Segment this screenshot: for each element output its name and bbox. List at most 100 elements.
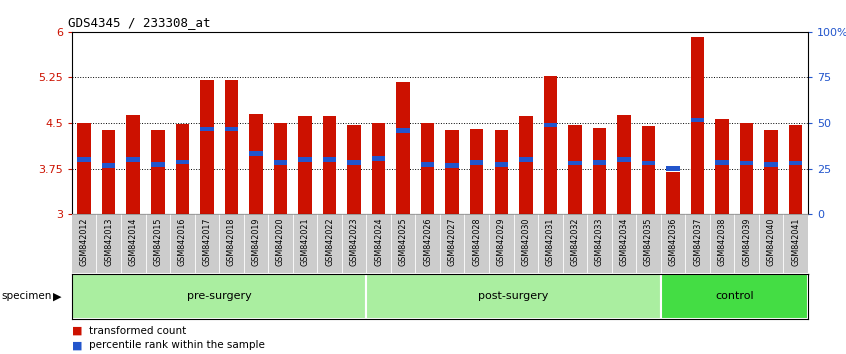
Bar	[593, 128, 606, 214]
Bar	[397, 128, 409, 133]
Bar	[78, 123, 91, 214]
Text: GSM842018: GSM842018	[227, 217, 236, 266]
Text: specimen: specimen	[2, 291, 52, 302]
Text: GSM842013: GSM842013	[104, 217, 113, 266]
Text: GSM842024: GSM842024	[374, 217, 383, 266]
Bar	[421, 123, 434, 214]
Bar	[299, 116, 311, 214]
Bar	[151, 162, 164, 167]
Bar	[102, 163, 115, 168]
Bar	[789, 161, 802, 165]
Text: GSM842022: GSM842022	[325, 217, 334, 266]
Bar	[348, 160, 360, 165]
Bar	[250, 151, 262, 156]
Text: pre-surgery: pre-surgery	[187, 291, 251, 302]
Text: percentile rank within the sample: percentile rank within the sample	[89, 340, 265, 350]
Text: GSM842039: GSM842039	[742, 217, 751, 266]
Text: GDS4345 / 233308_at: GDS4345 / 233308_at	[68, 16, 210, 29]
Text: GSM842027: GSM842027	[448, 217, 457, 266]
Text: GSM842030: GSM842030	[521, 217, 530, 266]
Text: GSM842041: GSM842041	[791, 217, 800, 266]
Bar	[274, 160, 287, 165]
Bar	[470, 160, 483, 165]
Bar	[544, 76, 557, 214]
Bar	[176, 124, 189, 214]
Text: GSM842028: GSM842028	[472, 217, 481, 266]
Bar	[519, 116, 532, 214]
Text: GSM842020: GSM842020	[276, 217, 285, 266]
Text: GSM842016: GSM842016	[178, 217, 187, 266]
Text: GSM842040: GSM842040	[766, 217, 776, 266]
Bar	[544, 122, 557, 127]
Bar	[176, 160, 189, 164]
Bar	[127, 115, 140, 214]
Bar	[642, 161, 655, 165]
Text: transformed count: transformed count	[89, 326, 186, 336]
Bar	[201, 127, 213, 131]
Bar	[495, 162, 508, 167]
Bar	[250, 114, 262, 214]
Bar	[225, 80, 238, 214]
Bar	[127, 157, 140, 162]
Text: GSM842014: GSM842014	[129, 217, 138, 266]
Bar	[519, 157, 532, 162]
Bar	[274, 123, 287, 214]
Text: post-surgery: post-surgery	[478, 291, 549, 302]
Bar	[618, 115, 630, 214]
Bar	[372, 156, 385, 161]
Text: GSM842036: GSM842036	[668, 217, 678, 266]
Bar	[446, 163, 459, 168]
Bar	[421, 162, 434, 167]
Bar	[765, 130, 777, 214]
Bar	[201, 80, 213, 214]
Bar	[593, 160, 606, 165]
Text: GSM842034: GSM842034	[619, 217, 629, 266]
Text: GSM842023: GSM842023	[349, 217, 359, 266]
Bar	[78, 157, 91, 162]
Text: GSM842033: GSM842033	[595, 217, 604, 266]
Bar	[299, 157, 311, 162]
Bar	[446, 130, 459, 214]
Text: GSM842017: GSM842017	[202, 217, 212, 266]
Bar	[72, 274, 366, 319]
Bar	[740, 161, 753, 165]
Bar	[740, 123, 753, 214]
Bar	[225, 127, 238, 131]
Bar	[470, 129, 483, 214]
Bar	[495, 130, 508, 214]
Text: GSM842032: GSM842032	[570, 217, 580, 266]
Bar	[569, 161, 581, 165]
Text: control: control	[715, 291, 754, 302]
Bar	[661, 274, 808, 319]
Bar	[323, 116, 336, 214]
Bar	[691, 37, 704, 214]
Bar	[618, 157, 630, 162]
Bar	[642, 126, 655, 214]
Bar	[366, 274, 661, 319]
Text: GSM842038: GSM842038	[717, 217, 727, 266]
Text: ▶: ▶	[53, 291, 62, 302]
Text: GSM842029: GSM842029	[497, 217, 506, 266]
Bar	[397, 82, 409, 214]
Text: GSM842025: GSM842025	[398, 217, 408, 266]
Bar	[667, 172, 679, 214]
Bar	[789, 125, 802, 214]
Bar	[323, 157, 336, 162]
Bar	[102, 130, 115, 214]
Bar	[348, 125, 360, 214]
Bar	[716, 119, 728, 214]
Bar	[151, 130, 164, 214]
Text: GSM842037: GSM842037	[693, 217, 702, 266]
Text: ■: ■	[72, 340, 82, 350]
Text: GSM842019: GSM842019	[251, 217, 261, 266]
Text: GSM842026: GSM842026	[423, 217, 432, 266]
Bar	[765, 162, 777, 167]
Text: GSM842035: GSM842035	[644, 217, 653, 266]
Bar	[716, 160, 728, 165]
Bar	[569, 125, 581, 214]
Bar	[691, 118, 704, 122]
Bar	[372, 123, 385, 214]
Text: GSM842012: GSM842012	[80, 217, 89, 266]
Text: GSM842031: GSM842031	[546, 217, 555, 266]
Text: ■: ■	[72, 326, 82, 336]
